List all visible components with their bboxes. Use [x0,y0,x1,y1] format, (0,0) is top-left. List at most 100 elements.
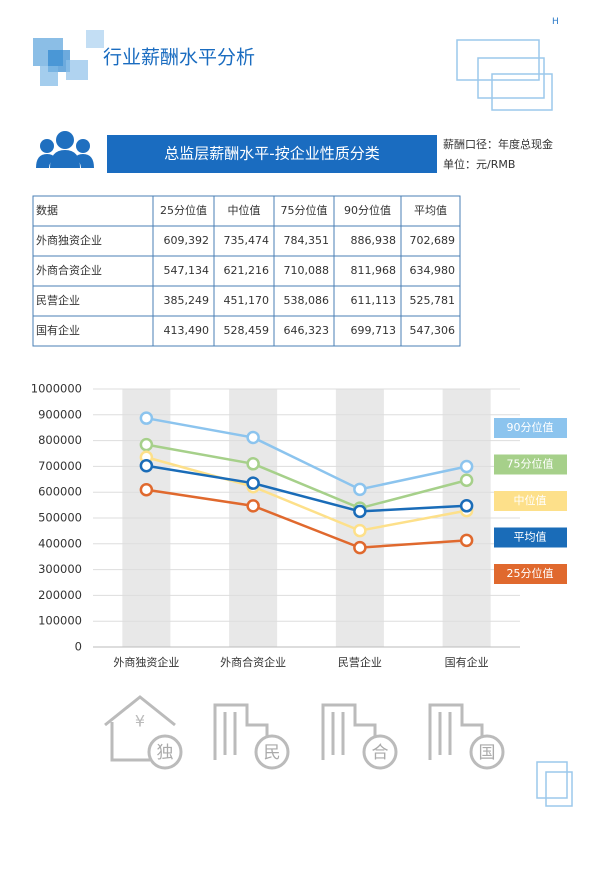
table-cell: 611,113 [351,294,397,307]
point [246,430,260,445]
icon-circle [362,734,398,770]
point [459,473,474,487]
table-cell: 90分位值 [344,203,391,217]
page-title: 行业薪酬水平分析 [103,47,255,69]
point [353,523,367,538]
legend-label: 中位值 [514,493,547,507]
point [459,533,474,548]
icon-shape [321,703,377,760]
decor [33,30,573,807]
x-tick-label: 外商独资企业 [113,655,179,669]
x-tick-label: 民营企业 [338,655,382,669]
legend-label: 平均值 [514,531,547,544]
table-cell: 451,170 [224,294,270,307]
table-cell: 385,249 [164,294,210,307]
legend-swatch [494,564,567,584]
y-tick-label: 300000 [38,562,82,576]
y-tick-label: 100000 [38,614,82,628]
icon-symbol: ¥ [135,712,145,731]
table-cell: 538,086 [284,294,330,307]
y-tick-label: 900000 [38,407,82,421]
y-tick-label: 600000 [38,485,82,499]
icon-shape [213,703,269,760]
icon-circle [254,734,290,770]
y-tick-label: 800000 [38,433,82,447]
point [139,458,154,473]
table-cell: 702,689 [410,234,456,247]
series-line [146,416,467,491]
icon: ¥独 [104,695,183,770]
legend-swatch [494,527,567,548]
table-cell: 547,306 [410,324,456,337]
y-tick-label: 400000 [38,536,82,550]
table-border [32,195,461,347]
icon: 民 [213,703,290,770]
legend-swatch [494,454,567,475]
icon: 合 [321,703,398,770]
y-tick-label: 0 [75,640,82,654]
legend-label: 90分位值 [507,420,554,434]
table-cell: 621,216 [224,264,270,277]
table-cell: 634,980 [410,264,456,277]
table-cell: 528,459 [224,324,270,337]
table-cell: 外商合资企业 [36,263,102,277]
point [139,437,154,452]
icon-label: 国 [479,743,496,763]
legend-swatch [494,418,567,438]
icon-circle [147,734,183,770]
legend-label: 75分位值 [507,457,554,471]
table-cell: 609,392 [164,234,210,247]
x-tick-label: 国有企业 [445,655,489,669]
icon-label: 民 [264,743,281,763]
note: 薪酬口径：年度总现金 [443,137,553,151]
table-cell: 710,088 [284,264,330,277]
point [459,459,474,474]
table-cell: 646,323 [284,324,330,337]
table-cell: 547,134 [164,264,210,277]
table-cell: 国有企业 [36,323,80,337]
point [353,482,367,497]
table-cell: 平均值 [414,204,447,217]
icon: 国 [428,703,505,770]
point [246,457,260,471]
series-line [146,443,467,510]
icon-shape [104,695,176,762]
y-tick-label: 700000 [38,459,82,473]
point [459,499,474,513]
table-cell: 699,713 [351,324,397,337]
y-tick-label: 500000 [38,511,82,525]
legend-label: 25分位值 [507,566,554,580]
y-tick-label: 200000 [38,588,82,602]
table-cell: 外商独资企业 [36,233,102,247]
series-line [146,488,467,549]
table-cell: 413,490 [164,324,210,337]
table-cell: 25分位值 [160,203,207,217]
point [353,504,367,519]
series-line [146,456,467,532]
point [246,499,260,513]
table-cell: 784,351 [284,234,330,247]
table-cell: 525,781 [410,294,456,307]
point [139,411,154,425]
table-cell: 886,938 [351,234,397,247]
icon-label: 合 [372,743,389,763]
x-tick-label: 外商合资企业 [220,655,286,669]
point [353,540,367,555]
table-cell: 民营企业 [36,293,80,307]
legend-swatch [494,491,567,511]
point [246,476,260,490]
point [139,483,154,497]
mark: H [552,17,559,27]
icon-shape [428,703,484,760]
icon-label: 独 [157,743,174,763]
table-cell: 811,968 [351,264,397,277]
banner-title: 总监层薪酬水平-按企业性质分类 [164,145,379,163]
note: 单位：元/RMB [443,157,515,171]
table-cell: 735,474 [224,234,270,247]
table-cell: 中位值 [228,203,261,217]
icon-circle [469,734,505,770]
y-tick-label: 1000000 [31,382,82,396]
table-cell: 数据 [36,203,58,217]
